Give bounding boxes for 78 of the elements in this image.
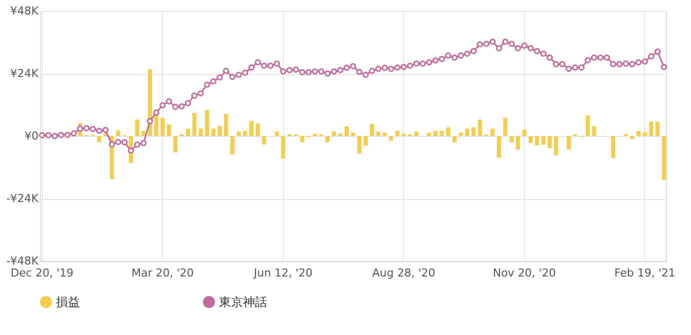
bar — [116, 130, 120, 136]
bar — [414, 132, 419, 136]
bar — [350, 132, 356, 136]
y-tick-label: ¥0 — [24, 130, 38, 142]
bar — [256, 124, 260, 136]
bar — [592, 126, 596, 136]
bar — [516, 136, 520, 150]
bar — [503, 118, 508, 136]
x-tick-label: Nov 20, '20 — [492, 266, 556, 280]
bar — [370, 124, 374, 136]
x-tick-label: Aug 28, '20 — [372, 266, 436, 280]
bar — [528, 136, 533, 144]
y-tick-label: -¥24K — [6, 192, 40, 205]
bar — [548, 136, 552, 148]
bar — [326, 136, 330, 142]
bar — [427, 132, 432, 136]
bar — [376, 132, 380, 136]
bar — [224, 114, 228, 136]
bar — [344, 126, 349, 136]
bar — [465, 128, 470, 136]
bar — [496, 136, 502, 158]
bar — [97, 136, 102, 142]
bar — [642, 132, 647, 136]
bar — [440, 130, 444, 136]
bar — [218, 126, 222, 136]
bar — [211, 128, 216, 136]
bar — [636, 131, 641, 136]
bar — [357, 136, 362, 154]
bar — [566, 136, 571, 150]
bar — [611, 136, 616, 158]
bar — [554, 136, 558, 156]
bar — [198, 128, 203, 136]
bar — [472, 127, 476, 136]
bar — [630, 136, 634, 139]
y-tick-label: ¥48K — [10, 4, 40, 18]
bar — [395, 130, 400, 136]
bar — [173, 136, 178, 152]
bar — [541, 136, 546, 145]
bar — [389, 136, 394, 141]
bar — [364, 136, 368, 146]
x-tick-label: Mar 20, '20 — [131, 266, 194, 280]
bar — [142, 131, 146, 136]
y-tick-label: ¥24K — [10, 67, 40, 80]
bar — [192, 112, 196, 136]
bar — [135, 120, 140, 136]
bar — [649, 122, 654, 136]
x-tick-label: Feb 19, '21 — [614, 266, 676, 280]
bar — [332, 132, 336, 136]
bar — [300, 136, 304, 142]
bar — [204, 110, 210, 136]
bar — [490, 128, 495, 136]
bar — [458, 132, 463, 136]
bar — [446, 127, 450, 136]
x-tick-label: Dec 20, '19 — [10, 266, 74, 280]
bar — [230, 136, 234, 154]
bar — [510, 136, 514, 142]
legend-label: 東京神話 — [219, 295, 267, 309]
bar — [236, 132, 241, 136]
bar — [452, 136, 457, 142]
x-tick-label: Jun 12, '20 — [252, 266, 313, 280]
bar — [656, 122, 660, 136]
legend-label: 損益 — [56, 295, 80, 309]
y-tick-label: -¥48K — [6, 254, 40, 268]
bar — [522, 130, 526, 136]
bar — [262, 136, 266, 145]
bar — [243, 130, 248, 136]
bar — [586, 115, 590, 136]
bar — [433, 130, 438, 136]
bar — [186, 128, 190, 136]
bar — [160, 118, 165, 136]
bar — [249, 120, 254, 136]
bar — [382, 132, 387, 136]
bar — [534, 136, 540, 146]
bar — [281, 136, 286, 158]
bar — [478, 120, 482, 136]
bar — [274, 132, 279, 136]
bar — [662, 136, 666, 180]
bar — [166, 124, 172, 136]
